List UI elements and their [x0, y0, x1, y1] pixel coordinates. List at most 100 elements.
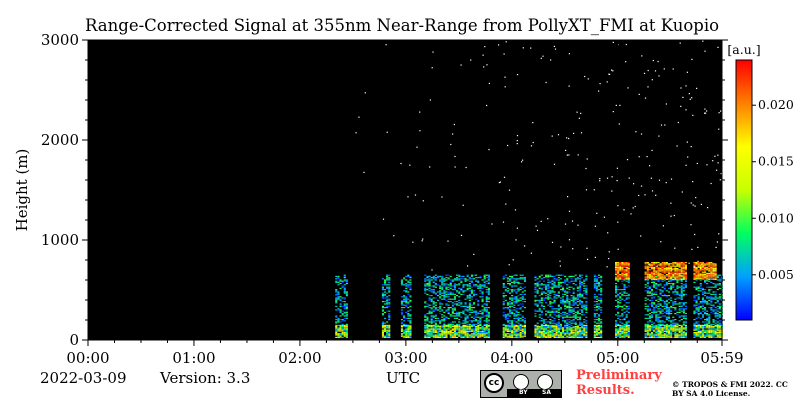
heatmap-cell: [557, 284, 560, 286]
heatmap-cell: [460, 332, 463, 334]
heatmap-cell: [670, 326, 673, 328]
heatmap-cell: [625, 328, 628, 330]
heatmap-cell: [547, 332, 550, 334]
heatmap-cell: [627, 330, 630, 332]
heatmap-cell: [674, 290, 677, 292]
heatmap-cell: [381, 284, 385, 286]
heatmap-cell: [458, 335, 461, 337]
heatmap-cell: [407, 333, 410, 335]
heatmap-cell: [462, 332, 465, 334]
heatmap-cell: [337, 277, 340, 279]
heatmap-cell: [400, 303, 404, 305]
heatmap-cell: [670, 289, 673, 291]
heatmap-cell: [572, 316, 575, 318]
heatmap-cell: [337, 333, 340, 335]
noise-point: [566, 154, 568, 156]
heatmap-cell: [441, 326, 444, 328]
heatmap-cell: [466, 284, 469, 286]
heatmap-cell: [625, 274, 628, 276]
heatmap-cell: [625, 327, 628, 329]
heatmap-cell: [655, 326, 658, 328]
heatmap-cell: [615, 328, 618, 330]
heatmap-cell: [407, 280, 410, 282]
heatmap-cell: [513, 334, 516, 336]
heatmap-cell: [521, 329, 524, 331]
heatmap-cell: [432, 320, 435, 322]
heatmap-cell: [657, 328, 660, 330]
heatmap-cell: [678, 269, 681, 271]
noise-point: [566, 137, 568, 139]
heatmap-cell: [439, 336, 442, 338]
heatmap-cell: [657, 323, 660, 325]
heatmap-cell: [651, 323, 654, 325]
heatmap-cell: [443, 283, 446, 285]
heatmap-cell: [695, 266, 698, 268]
noise-point: [713, 269, 715, 271]
heatmap-cell: [625, 307, 628, 309]
heatmap-cell: [335, 299, 338, 301]
heatmap-cell: [464, 335, 467, 337]
noise-point: [382, 218, 385, 220]
heatmap-cell: [655, 277, 658, 279]
heatmap-cell: [583, 297, 586, 299]
heatmap-cell: [718, 333, 721, 335]
heatmap-cell: [663, 271, 666, 273]
heatmap-cell: [468, 305, 471, 307]
heatmap-cell: [407, 285, 410, 287]
heatmap-cell: [468, 330, 471, 332]
heatmap-cell: [553, 327, 556, 329]
heatmap-cell: [704, 277, 707, 279]
heatmap-cell: [651, 333, 654, 335]
heatmap-cell: [704, 280, 707, 282]
heatmap-cell: [718, 328, 721, 330]
heatmap-cell: [617, 289, 620, 291]
heatmap-cell: [519, 317, 522, 319]
heatmap-cell: [695, 274, 698, 276]
heatmap-cell: [697, 266, 700, 268]
heatmap-cell: [434, 334, 437, 336]
heatmap-cell: [570, 329, 573, 331]
heatmap-cell: [405, 283, 408, 285]
cc-license-badge[interactable]: cc BY SA: [480, 370, 562, 398]
heatmap-cell: [538, 329, 541, 331]
heatmap-cell: [619, 334, 622, 336]
heatmap-cell: [659, 277, 662, 279]
heatmap-cell: [453, 330, 457, 332]
heatmap-cell: [619, 277, 622, 279]
heatmap-cell: [617, 262, 620, 264]
heatmap-cell: [384, 311, 387, 313]
heatmap-cell: [515, 302, 518, 304]
heatmap-cell: [441, 283, 444, 285]
heatmap-cell: [699, 311, 702, 313]
heatmap-cell: [445, 284, 448, 286]
heatmap-cell: [405, 285, 408, 287]
heatmap-cell: [515, 279, 518, 281]
heatmap-cell: [663, 284, 666, 286]
noise-point: [530, 47, 532, 49]
heatmap-cell: [651, 305, 654, 307]
heatmap-cell: [680, 326, 683, 328]
heatmap-cell: [678, 263, 681, 265]
heatmap-cell: [646, 304, 649, 306]
heatmap-cell: [479, 330, 482, 332]
heatmap-cell: [619, 328, 622, 330]
heatmap-cell: [559, 326, 563, 328]
heatmap-cell: [623, 326, 626, 328]
heatmap-cell: [555, 295, 558, 297]
heatmap-cell: [699, 317, 702, 319]
heatmap-cell: [678, 320, 681, 322]
heatmap-cell: [424, 335, 427, 337]
heatmap-cell: [617, 328, 620, 330]
heatmap-cell: [678, 270, 681, 272]
heatmap-cell: [684, 308, 688, 310]
heatmap-cell: [339, 309, 342, 311]
heatmap-cell: [341, 332, 344, 334]
heatmap-cell: [339, 299, 342, 301]
heatmap-cell: [386, 330, 389, 332]
heatmap-cell: [426, 323, 429, 325]
heatmap-cell: [682, 269, 685, 271]
heatmap-cell: [515, 299, 518, 301]
heatmap-cell: [714, 271, 717, 273]
heatmap-cell: [644, 323, 647, 325]
heatmap-cell: [653, 296, 656, 298]
